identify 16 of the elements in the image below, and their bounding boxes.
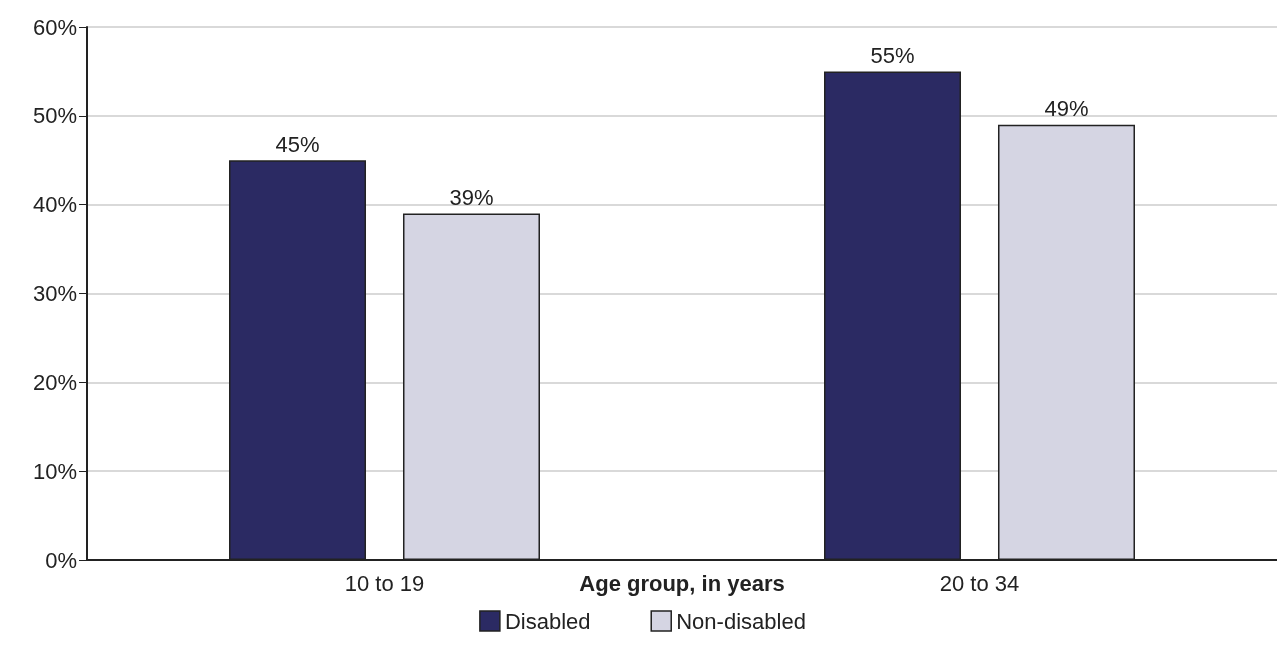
data-label: 39%: [449, 185, 494, 211]
x-tick-label: 20 to 34: [939, 570, 1020, 596]
y-tick-label: 0%: [45, 547, 77, 573]
legend-label: Disabled: [504, 608, 591, 634]
y-tick-label: 50%: [32, 103, 77, 129]
x-tick-label: 10 to 19: [344, 570, 425, 596]
y-tick-label: 30%: [32, 281, 77, 306]
y-tick-label: 40%: [32, 192, 77, 218]
legend-label: Non-disabled: [676, 608, 806, 634]
y-tick-label: 20%: [32, 369, 77, 395]
y-tick-label: 60%: [32, 14, 77, 40]
data-label: 49%: [1044, 96, 1089, 122]
y-tick-label: 10%: [32, 458, 77, 484]
data-label: 55%: [870, 42, 915, 68]
x-axis-title: Age group, in years: [579, 570, 785, 596]
data-label: 45%: [275, 131, 320, 157]
